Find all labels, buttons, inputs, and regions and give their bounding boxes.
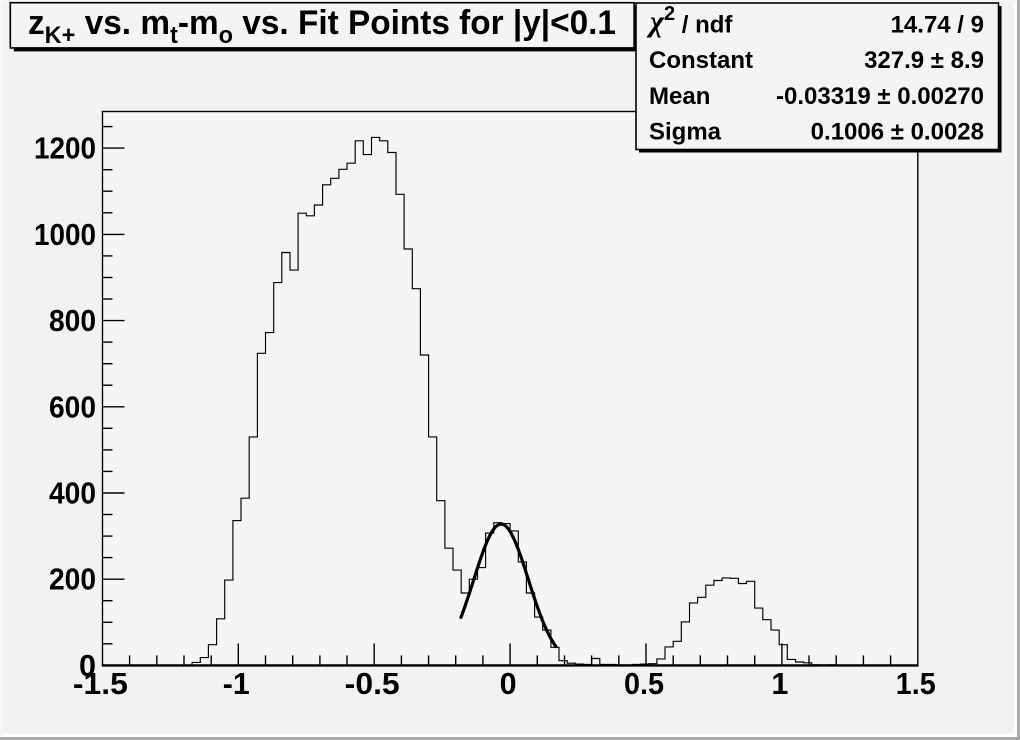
svg-text:200: 200 bbox=[49, 562, 96, 597]
svg-text:400: 400 bbox=[49, 476, 96, 511]
svg-text:1000: 1000 bbox=[34, 217, 96, 252]
svg-text:1: 1 bbox=[771, 666, 788, 701]
svg-text:Constant: Constant bbox=[649, 47, 753, 74]
svg-text:zK+ vs. mt-mo vs. Fit Points f: zK+ vs. mt-mo vs. Fit Points for |y|<0.1 bbox=[28, 4, 616, 49]
svg-text:-1: -1 bbox=[223, 666, 250, 701]
svg-text:800: 800 bbox=[49, 303, 96, 338]
svg-text:0: 0 bbox=[500, 666, 517, 701]
svg-text:Sigma: Sigma bbox=[649, 119, 722, 146]
svg-text:-1.5: -1.5 bbox=[73, 666, 128, 701]
svg-text:-0.5: -0.5 bbox=[345, 666, 400, 701]
svg-text:1.5: 1.5 bbox=[896, 666, 936, 701]
svg-text:Mean: Mean bbox=[649, 83, 710, 110]
svg-text:14.74 / 9: 14.74 / 9 bbox=[891, 12, 984, 39]
svg-text:0: 0 bbox=[79, 648, 96, 683]
svg-text:-0.03319 ± 0.00270: -0.03319 ± 0.00270 bbox=[776, 83, 984, 110]
svg-text:χ2 / ndf: χ2 / ndf bbox=[646, 3, 733, 39]
svg-text:0.5: 0.5 bbox=[624, 666, 664, 701]
svg-text:327.9 ± 8.9: 327.9 ± 8.9 bbox=[864, 47, 984, 74]
svg-text:1200: 1200 bbox=[34, 131, 96, 166]
svg-text:0.1006 ± 0.0028: 0.1006 ± 0.0028 bbox=[811, 119, 984, 146]
svg-text:600: 600 bbox=[49, 389, 96, 424]
